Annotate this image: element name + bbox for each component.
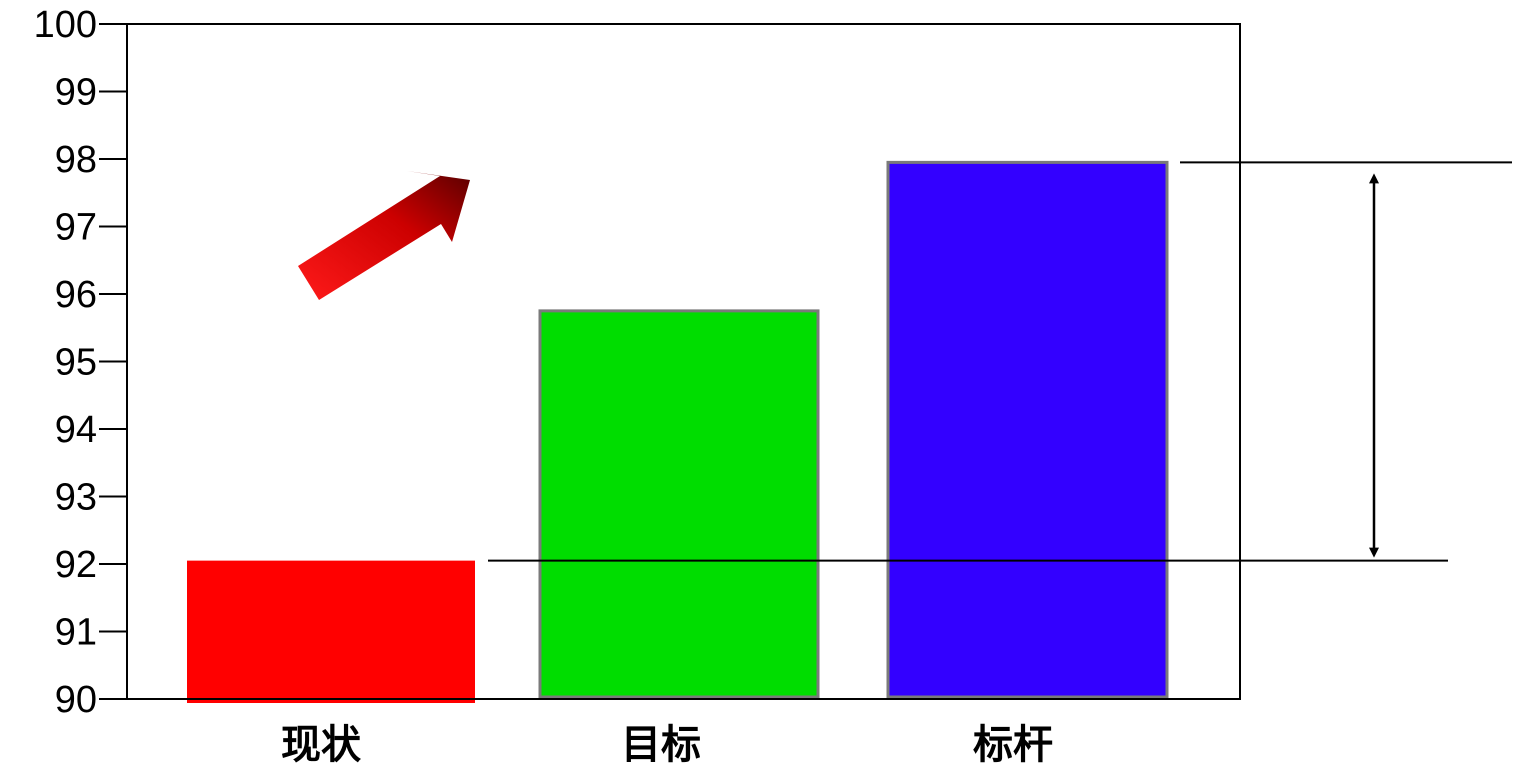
y-tick-label: 100	[34, 4, 97, 46]
trend-arrow-icon	[298, 171, 470, 300]
y-tick-label: 98	[55, 139, 97, 181]
y-tick-label: 99	[55, 72, 97, 114]
y-tick-label: 92	[55, 544, 97, 586]
y-tick-label: 96	[55, 274, 97, 316]
y-tick-label: 91	[55, 612, 97, 654]
bar-3	[886, 160, 1169, 699]
y-tick-label: 95	[55, 342, 97, 384]
category-label: 现状	[281, 723, 362, 767]
y-tick-label: 93	[55, 477, 97, 519]
bar-1	[187, 560, 475, 703]
y-tick-label: 97	[55, 207, 97, 249]
y-tick-label: 94	[55, 409, 97, 451]
category-label: 目标	[621, 723, 701, 767]
y-tick-label: 90	[55, 679, 97, 721]
category-label: 标杆	[973, 723, 1053, 767]
bar-2	[538, 309, 820, 699]
